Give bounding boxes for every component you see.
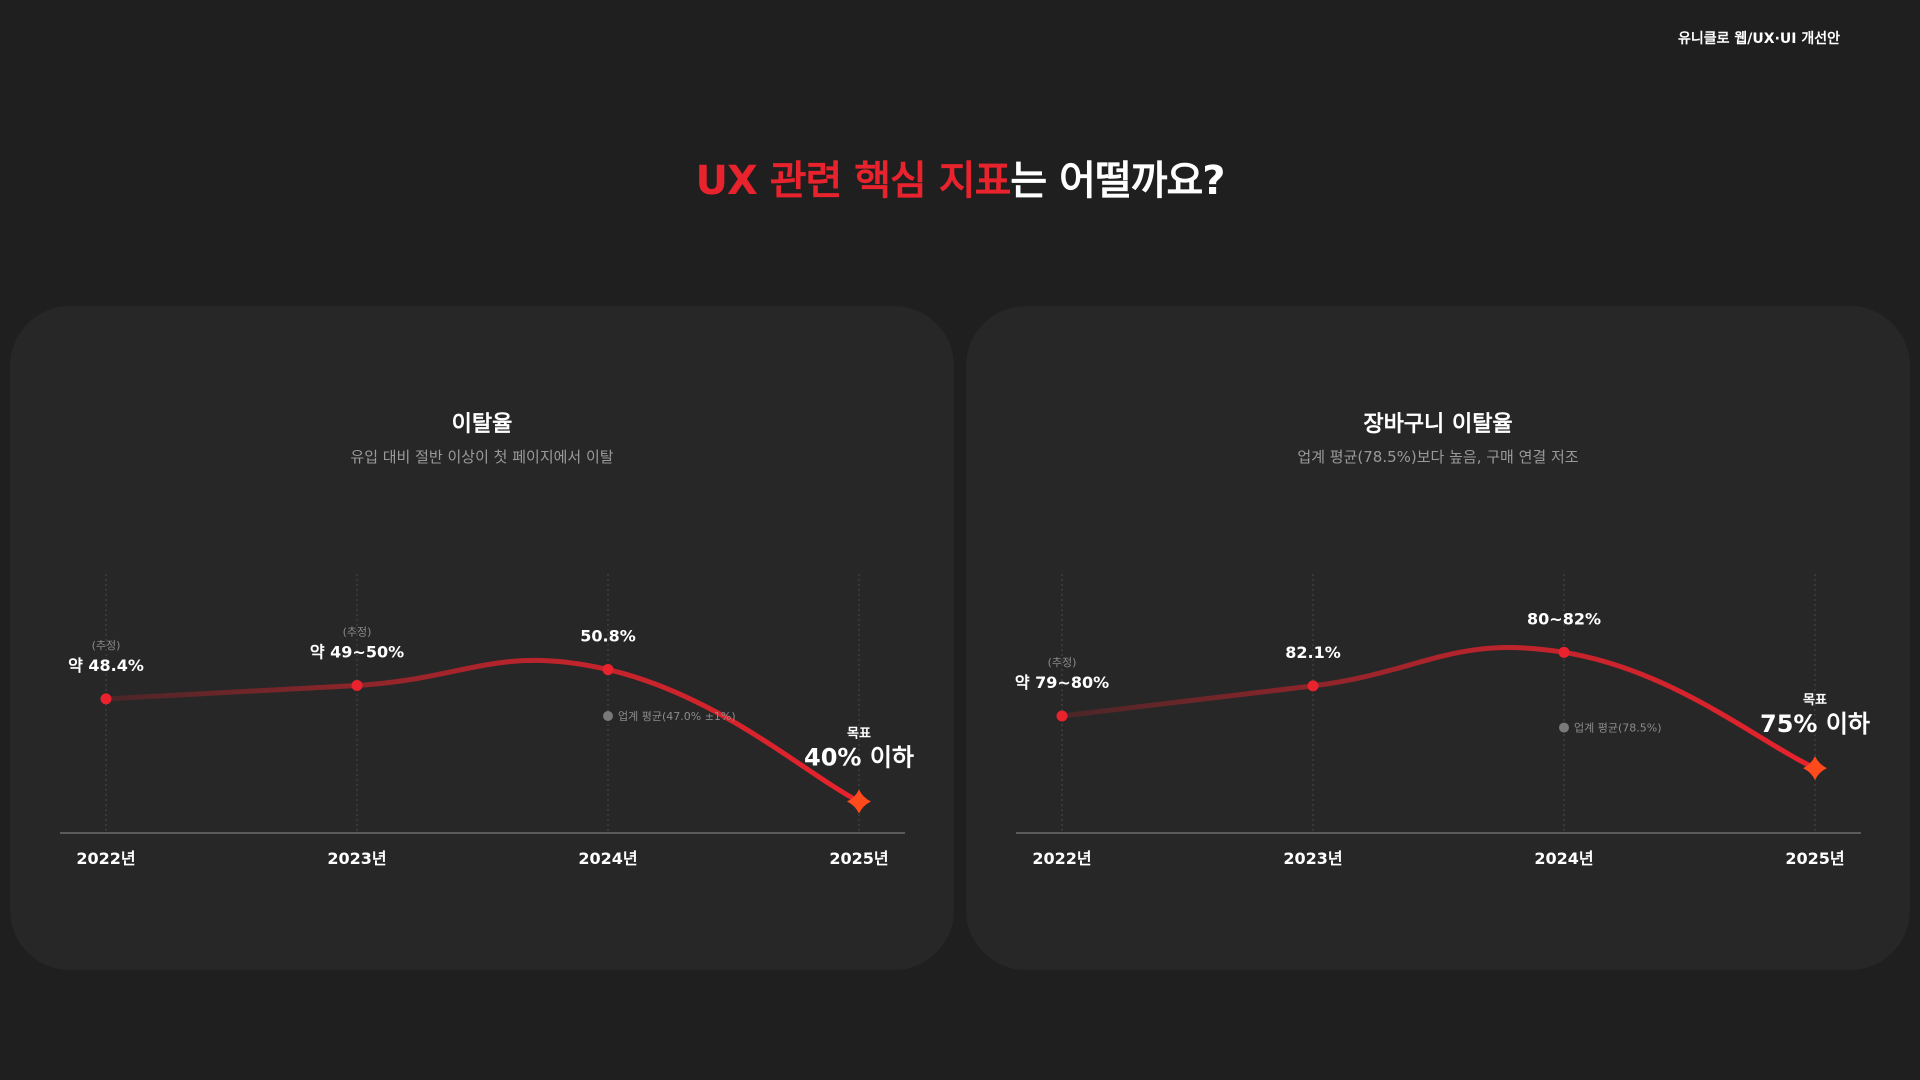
target-star-marker bbox=[1803, 756, 1827, 781]
data-point bbox=[1558, 646, 1570, 658]
estimate-note: (추정) bbox=[343, 625, 372, 638]
bounce-rate-card: 이탈율 유입 대비 절반 이상이 첫 페이지에서 이탈 약 48.4% (추정) 약… bbox=[10, 306, 954, 970]
series-line bbox=[1059, 645, 1818, 771]
data-label: 40% 이하 bbox=[804, 744, 914, 772]
data-point bbox=[1056, 710, 1068, 722]
average-marker bbox=[1559, 722, 1569, 733]
x-tick-label: 2023년 bbox=[327, 849, 386, 868]
estimate-note: (추정) bbox=[1048, 656, 1077, 669]
data-point bbox=[100, 693, 112, 705]
chart-subtitle: 유입 대비 절반 이상이 첫 페이지에서 이탈 bbox=[350, 448, 614, 466]
average-label: 업계 평균(78.5%) bbox=[1574, 722, 1662, 735]
estimate-note: (추정) bbox=[92, 639, 121, 652]
x-tick-label: 2025년 bbox=[829, 849, 888, 868]
page-title-rest: 는 어떨까요? bbox=[1010, 158, 1225, 204]
data-label: 약 79~80% bbox=[1015, 673, 1109, 692]
page-title-accent: UX 관련 핵심 지표 bbox=[695, 158, 1011, 204]
x-tick-label: 2024년 bbox=[578, 849, 637, 868]
average-marker bbox=[603, 711, 613, 721]
data-label: 50.8% bbox=[580, 627, 636, 646]
data-point bbox=[1307, 680, 1319, 692]
target-note: 목표 bbox=[847, 727, 871, 742]
data-point bbox=[602, 664, 614, 676]
data-label: 82.1% bbox=[1285, 643, 1341, 662]
bounce-rate-chart: 약 48.4% (추정) 약 49~50% (추정) 50.8% 40% 이하 목표 업계 평… bbox=[60, 574, 914, 868]
x-tick-label: 2024년 bbox=[1534, 849, 1593, 868]
data-label: 약 48.4% bbox=[68, 656, 144, 675]
average-label: 업계 평균(47.0% ±1%) bbox=[618, 710, 736, 723]
x-tick-label: 2025년 bbox=[1785, 849, 1844, 868]
data-label: 약 49~50% bbox=[310, 642, 404, 661]
cart-abandon-card: 장바구니 이탈율 업계 평균(78.5%)보다 높음, 구매 연결 저조 약 7… bbox=[966, 306, 1910, 970]
x-tick-label: 2023년 bbox=[1283, 849, 1342, 868]
target-star-marker bbox=[847, 789, 871, 814]
data-label: 80~82% bbox=[1527, 609, 1601, 628]
x-tick-label: 2022년 bbox=[76, 849, 135, 868]
chart-title: 장바구니 이탈율 bbox=[1363, 412, 1513, 437]
header-tag: 유니클로 웹/UX·UI 개선안 bbox=[1678, 31, 1840, 47]
series-line bbox=[103, 657, 862, 805]
data-point bbox=[351, 679, 363, 691]
chart-subtitle: 업계 평균(78.5%)보다 높음, 구매 연결 저조 bbox=[1297, 448, 1579, 466]
data-label: 75% 이하 bbox=[1760, 710, 1870, 738]
target-note: 목표 bbox=[1803, 693, 1827, 708]
page-title: UX 관련 핵심 지표는 어떨까요? bbox=[0, 148, 1920, 206]
x-tick-label: 2022년 bbox=[1032, 849, 1091, 868]
chart-title: 이탈율 bbox=[451, 412, 513, 437]
